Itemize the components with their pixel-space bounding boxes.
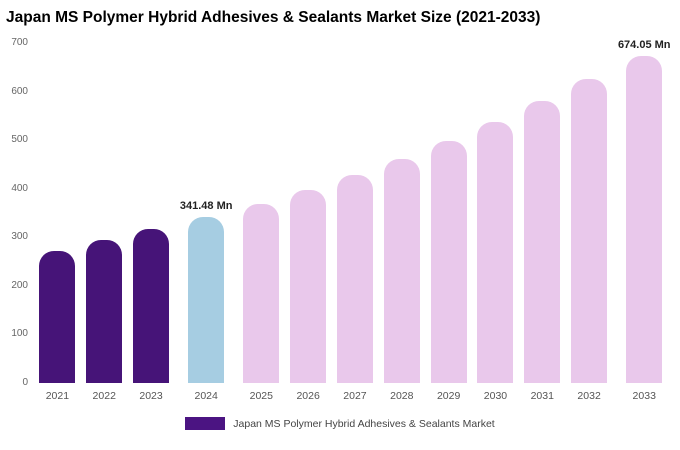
bar-value-label: 674.05 Mn — [617, 38, 671, 51]
bar-group: 2027 — [336, 175, 373, 409]
x-axis-label: 2028 — [390, 390, 414, 402]
bar-2028 — [383, 158, 420, 383]
y-axis-label: 300 — [11, 231, 28, 243]
x-axis-label: 2033 — [632, 390, 656, 402]
x-axis-label: 2024 — [194, 390, 218, 402]
y-axis-label: 700 — [11, 37, 28, 48]
bar-group: 2023 — [133, 229, 170, 409]
bar-group: 674.05 Mn 2033 — [618, 39, 671, 409]
x-axis-label: 2029 — [436, 390, 461, 402]
bar-2025 — [243, 204, 280, 383]
bar-group: 2025 — [243, 204, 280, 409]
bar-2024 — [188, 217, 225, 383]
plot-area: 2021 2022 2023 341.48 Mn 2024 2025 2026 2027 202… — [34, 39, 676, 409]
y-axis-label: 100 — [11, 328, 28, 340]
bar-group: 2022 — [86, 240, 123, 409]
bar-2027 — [336, 175, 373, 383]
x-axis-label: 2027 — [343, 390, 367, 402]
legend-swatch — [185, 417, 226, 430]
bar-group: 2032 — [571, 79, 608, 409]
y-axis: 0 100 200 300 400 500 600 700 — [0, 37, 34, 409]
bar-2030 — [477, 122, 514, 383]
y-axis-label: 500 — [11, 134, 28, 146]
x-axis-label: 2032 — [577, 390, 601, 402]
chart-area: 0 100 200 300 400 500 600 700 2021 2022 2023 341.4… — [0, 29, 680, 409]
x-axis-label: 2022 — [92, 390, 116, 402]
bar-group: 2028 — [383, 158, 420, 409]
bar-group: 2029 — [430, 141, 467, 409]
bar-group: 2026 — [290, 190, 327, 409]
bar-group: 341.48 Mn 2024 — [180, 200, 233, 409]
legend: Japan MS Polymer Hybrid Adhesives & Seal… — [0, 417, 680, 430]
bar-2032 — [571, 79, 608, 383]
chart-title: Japan MS Polymer Hybrid Adhesives & Seal… — [6, 9, 541, 26]
bar-group: 2030 — [477, 122, 514, 409]
bar-value-label: 341.48 Mn — [179, 200, 233, 213]
bar-2021 — [39, 250, 76, 383]
x-axis-label: 2021 — [45, 390, 70, 402]
y-axis-label: 200 — [11, 279, 28, 291]
bar-2022 — [86, 240, 123, 383]
bar-2033 — [626, 55, 663, 383]
bar-2026 — [290, 190, 327, 383]
bar-2031 — [524, 101, 561, 383]
y-axis-label: 600 — [11, 85, 28, 97]
x-axis-label: 2023 — [139, 390, 163, 402]
bar-2023 — [133, 229, 170, 383]
y-axis-label: 400 — [11, 182, 28, 194]
x-axis-label: 2026 — [296, 390, 320, 402]
bar-group: 2031 — [524, 101, 561, 409]
x-axis-label: 2031 — [530, 390, 554, 402]
x-axis-label: 2030 — [483, 390, 508, 402]
y-axis-label: 0 — [22, 377, 28, 388]
bar-group: 2021 — [39, 250, 76, 409]
bar-2029 — [430, 141, 467, 383]
x-axis-label: 2025 — [249, 390, 273, 402]
legend-label: Japan MS Polymer Hybrid Adhesives & Seal… — [233, 417, 495, 430]
